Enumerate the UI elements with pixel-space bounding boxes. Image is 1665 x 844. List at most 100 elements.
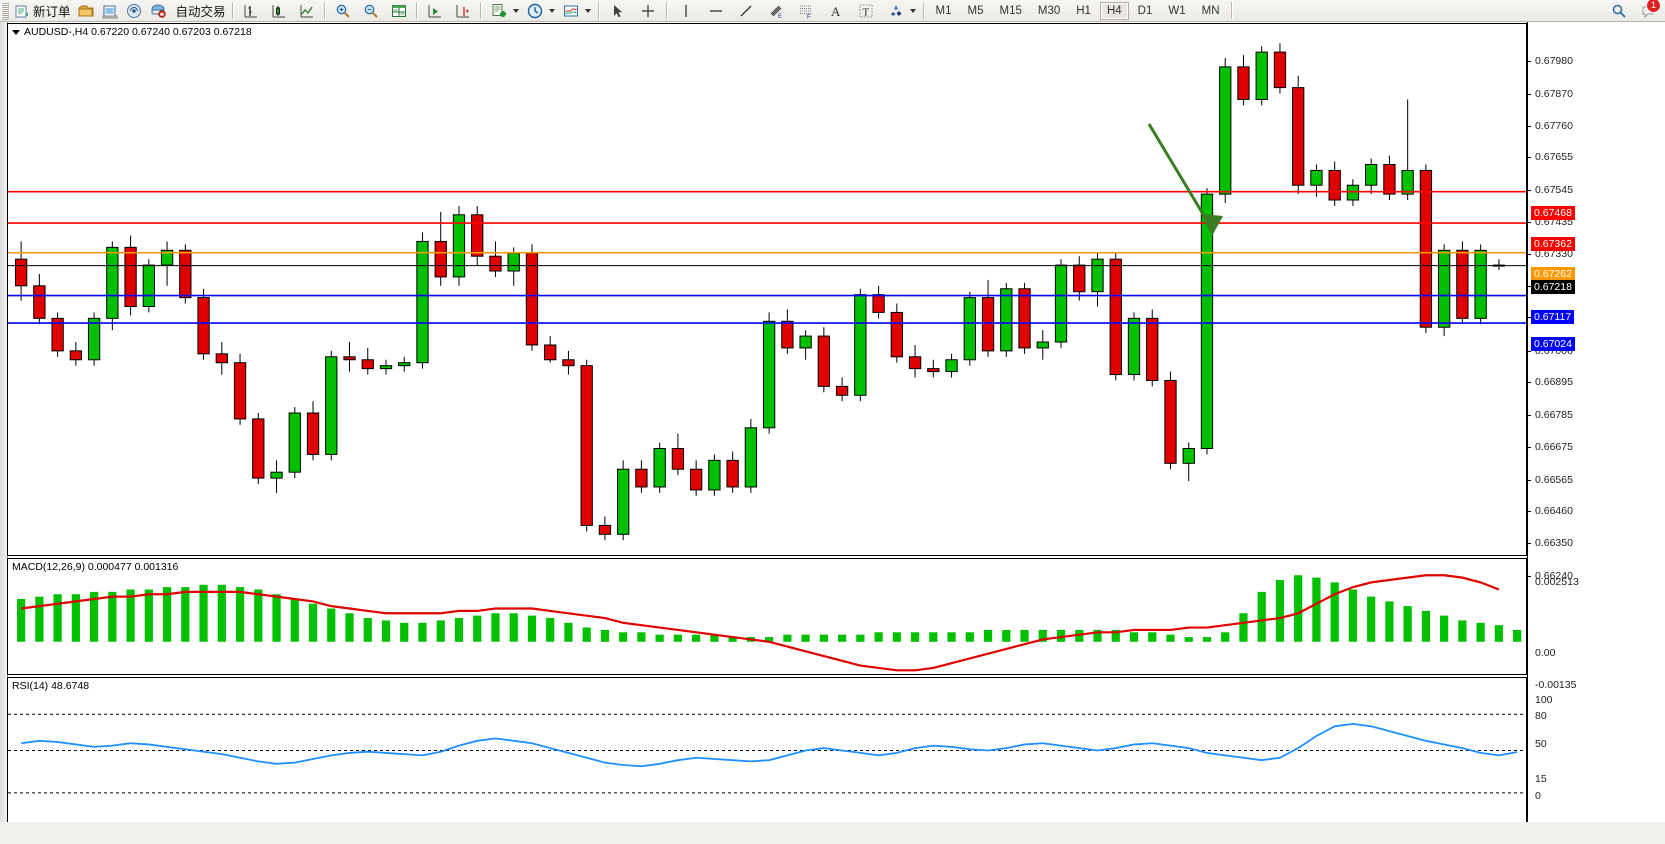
signals-icon[interactable] [126, 3, 142, 19]
rsi-title: RSI(14) 48.6748 [12, 680, 90, 692]
line-chart-icon[interactable] [299, 3, 315, 19]
data-window-icon[interactable] [391, 3, 407, 19]
equidistant-channel-icon[interactable]: E [768, 3, 784, 20]
toolbar-grip[interactable] [1, 1, 9, 20]
toolbar-separator-7 [922, 2, 925, 19]
price-tick [1527, 414, 1531, 416]
shapes-dropdown-caret[interactable] [909, 8, 916, 13]
rsi-axis-label: 50 [1535, 738, 1547, 750]
search-icon[interactable] [1611, 3, 1627, 19]
svg-text:A: A [831, 4, 841, 19]
price-tag-pivot: 0.67262 [1531, 266, 1575, 281]
toolbar-separator-2 [323, 2, 326, 19]
horizontal-line-icon[interactable] [708, 3, 724, 19]
price-tick-label: 0.67870 [1535, 87, 1573, 100]
price-tick-label: 0.66565 [1535, 473, 1573, 486]
timeframe-m30[interactable]: M30 [1037, 4, 1061, 17]
zoom-out-icon[interactable] [363, 3, 379, 19]
timeframe-h4[interactable]: H4 [1099, 1, 1129, 20]
price-tick-label: 0.66240 [1535, 570, 1573, 582]
shapes-icon[interactable] [888, 3, 904, 19]
timeframe-m1[interactable]: M1 [935, 4, 952, 17]
price-tick [1527, 479, 1531, 481]
text-label-icon[interactable]: A [828, 3, 844, 19]
cursor-icon[interactable] [610, 3, 626, 19]
price-tick [1527, 447, 1531, 449]
main-toolbar: 新订单 [0, 0, 1665, 22]
folder-icon[interactable] [78, 3, 94, 19]
macd-axis-label: 0.002513 [1535, 576, 1579, 588]
notifications-icon[interactable]: 1 [1641, 0, 1661, 19]
price-axis[interactable]: 0.67980 0.67870 0.67760 0.67655 0.67545 0.674… [1527, 22, 1665, 824]
price-tick [1527, 61, 1531, 63]
vertical-line-icon[interactable] [678, 3, 694, 19]
text-icon[interactable]: T [858, 3, 874, 19]
new-order-button[interactable]: 新订单 [11, 1, 74, 21]
zoom-in-icon[interactable] [335, 3, 351, 19]
macd-axis-label: 0.00 [1535, 647, 1556, 659]
publish-icon[interactable] [102, 3, 118, 19]
timeframe-d1[interactable]: D1 [1137, 4, 1153, 17]
expert-advisor-icon[interactable] [150, 3, 166, 19]
chart-area: AUDUSD-,H4 0.67220 0.67240 0.67203 0.672… [0, 22, 1665, 844]
svg-text:T: T [862, 6, 869, 18]
toolbar-separator-1 [231, 2, 234, 19]
auto-trading-button[interactable]: 自动交易 [170, 1, 229, 21]
new-order-icon [14, 3, 30, 19]
toolbar-separator-4 [479, 2, 482, 19]
auto-trading-label: 自动交易 [175, 5, 226, 19]
rsi-pane[interactable]: RSI(14) 48.6748 [7, 677, 1527, 824]
templates-dropdown-caret[interactable] [584, 8, 591, 13]
price-pane[interactable]: AUDUSD-,H4 0.67220 0.67240 0.67203 0.672… [7, 23, 1527, 556]
rsi-axis-label: 0 [1535, 790, 1541, 802]
price-tag-resistance-1: 0.67468 [1531, 205, 1575, 220]
toolbar-separator-6 [665, 2, 668, 19]
price-tick [1527, 253, 1531, 255]
price-tick [1527, 286, 1531, 288]
timeframe-mn[interactable]: MN [1201, 4, 1220, 17]
period-dropdown-caret[interactable] [548, 8, 555, 13]
price-tag-support-1: 0.67117 [1531, 309, 1575, 324]
bottom-strip [0, 822, 1665, 844]
toolbar-right-group: 1 [1611, 0, 1665, 19]
price-tick [1527, 576, 1531, 577]
toolbar-separator-3 [415, 2, 418, 19]
price-tick [1527, 126, 1531, 128]
current-price-tag: 0.67218 [1531, 279, 1575, 294]
price-tick-label: 0.66895 [1535, 376, 1573, 389]
chevron-down-icon[interactable] [12, 29, 20, 35]
price-tick-label: 0.67980 [1535, 55, 1573, 68]
price-tick-label: 0.66460 [1535, 504, 1573, 517]
symbol-ohlc-text: AUDUSD-,H4 0.67220 0.67240 0.67203 0.672… [24, 26, 252, 38]
macd-pane[interactable]: MACD(12,26,9) 0.000477 0.001316 [7, 558, 1527, 675]
symbol-title: AUDUSD-,H4 0.67220 0.67240 0.67203 0.672… [12, 26, 252, 38]
bar-chart-icon[interactable] [243, 3, 259, 19]
add-indicator-icon[interactable] [491, 3, 507, 19]
period-icon[interactable] [527, 3, 543, 19]
price-tick [1527, 351, 1531, 353]
timeframe-group: M1 M5 M15 M30 H1 H4 D1 W1 MN [928, 1, 1228, 20]
crosshair-icon[interactable] [640, 3, 656, 19]
timeframe-m15[interactable]: M15 [999, 4, 1022, 17]
price-tick [1527, 93, 1531, 95]
macd-axis-label: -0.00135 [1535, 679, 1577, 691]
chart-shift-icon[interactable] [455, 3, 471, 19]
price-tick [1527, 316, 1531, 318]
timeframe-h1[interactable]: H1 [1076, 4, 1091, 17]
price-tick [1527, 189, 1531, 191]
price-tag-resistance-2: 0.67362 [1531, 237, 1575, 252]
price-tick [1527, 510, 1531, 512]
rsi-axis-label: 80 [1535, 710, 1547, 722]
add-indicator-dropdown-caret[interactable] [512, 8, 519, 13]
price-tick [1527, 543, 1531, 545]
candlestick-chart-icon[interactable] [271, 3, 287, 19]
axis-vertical-line [1527, 22, 1528, 824]
templates-icon[interactable] [563, 3, 579, 19]
fibonacci-icon[interactable]: F [798, 3, 814, 20]
trendline-icon[interactable] [738, 3, 754, 19]
timeframe-w1[interactable]: W1 [1168, 4, 1186, 17]
timeframe-m5[interactable]: M5 [967, 4, 984, 17]
price-tick-label: 0.67545 [1535, 183, 1573, 196]
auto-scroll-icon[interactable] [427, 3, 443, 19]
price-tick [1527, 382, 1531, 384]
